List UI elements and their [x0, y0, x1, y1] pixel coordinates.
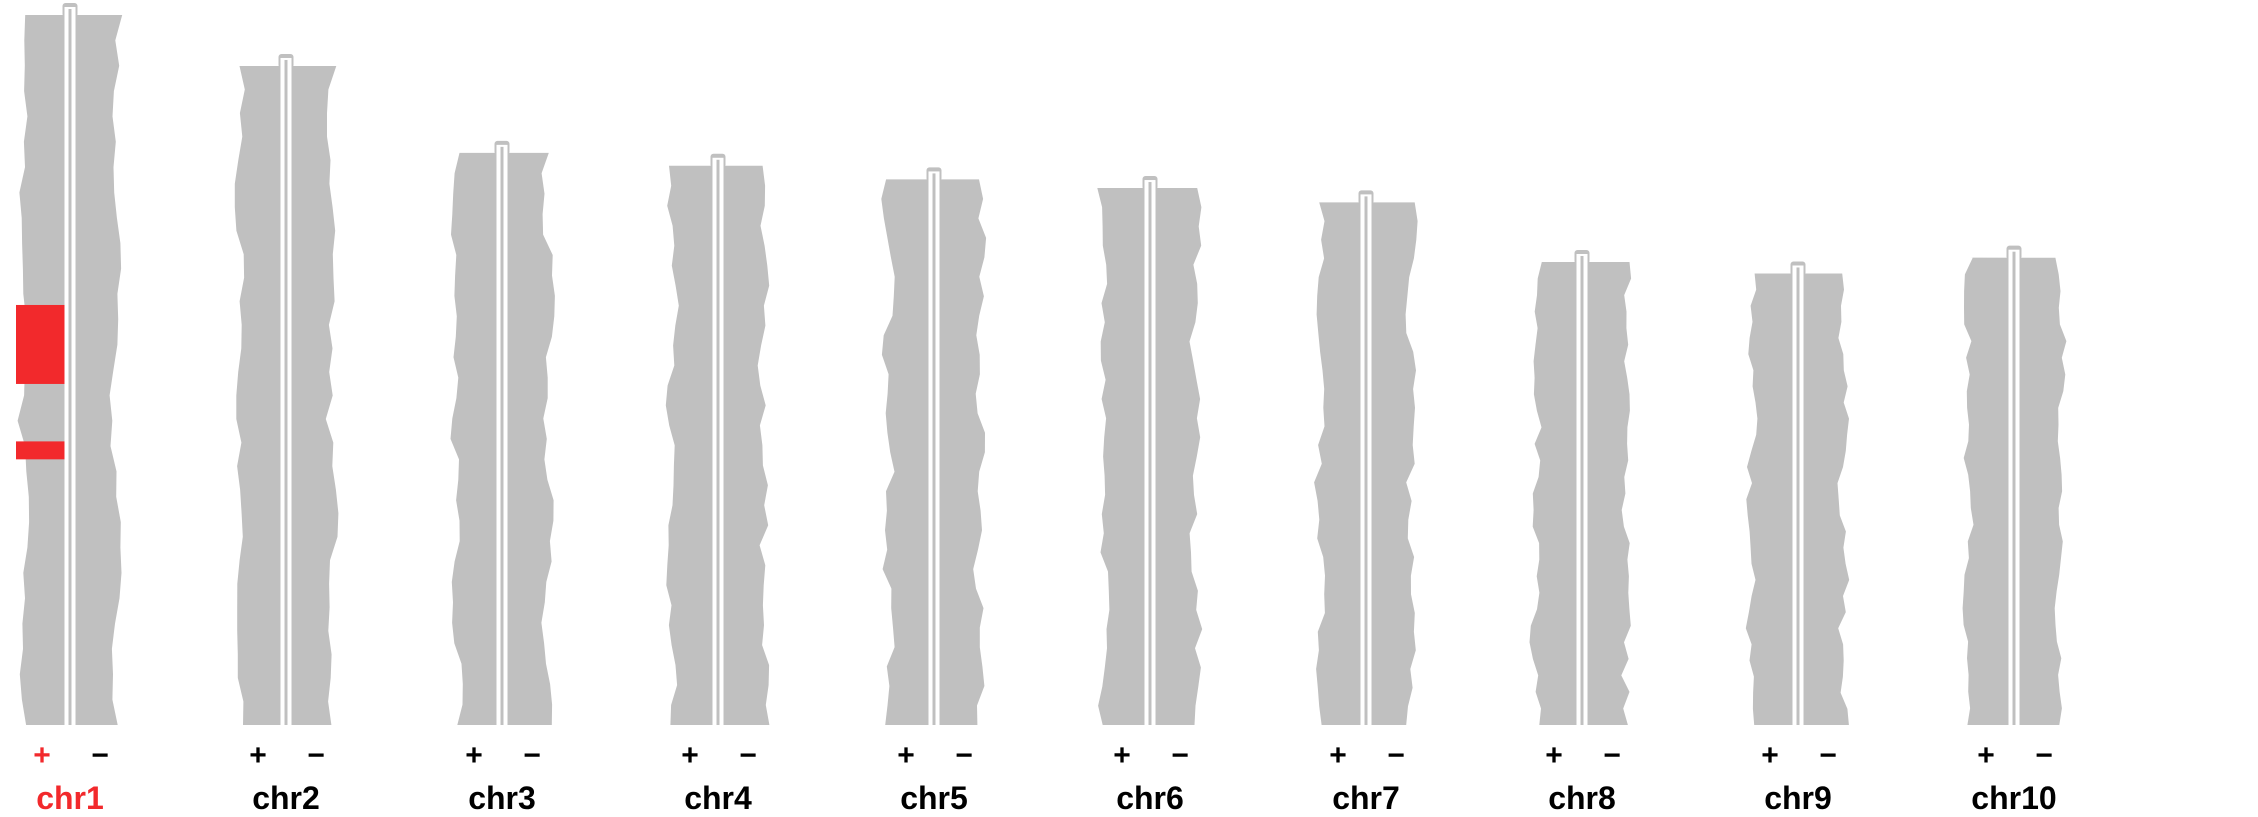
strand-divider-line	[284, 59, 288, 725]
minus-strand-label: −	[2035, 739, 2053, 772]
plus-strand-label: +	[33, 739, 51, 772]
plus-strand-label: +	[1761, 739, 1779, 772]
chromosome-label: chr4	[684, 780, 752, 816]
strand-divider-line	[68, 9, 72, 725]
chromosome-chr1: + − chr1	[16, 3, 123, 816]
highlight-band-2	[16, 441, 65, 460]
chromosome-chr5: + − chr5	[881, 167, 987, 816]
minus-strand-label: −	[307, 739, 325, 772]
strand-divider-line	[1580, 255, 1584, 725]
plus-strand-label: +	[465, 739, 483, 772]
minus-strand-label: −	[1603, 739, 1621, 772]
strand-divider-line	[500, 146, 504, 725]
chromosome-label: chr7	[1332, 780, 1400, 816]
plus-strand-label: +	[1329, 739, 1347, 772]
chromosome-label: chr3	[468, 780, 536, 816]
minus-strand-label: −	[739, 739, 757, 772]
plus-strand-label: +	[1113, 739, 1131, 772]
strand-divider-line	[1148, 182, 1152, 726]
chromosome-label: chr5	[900, 780, 968, 816]
strand-divider-line	[1796, 267, 1800, 725]
strand-divider-line	[2012, 251, 2016, 725]
plus-strand-label: +	[249, 739, 267, 772]
minus-strand-label: −	[1819, 739, 1837, 772]
minus-strand-label: −	[1387, 739, 1405, 772]
plus-strand-label: +	[1545, 739, 1563, 772]
plus-strand-label: +	[1977, 739, 1995, 772]
chromosome-chr9: + − chr9	[1745, 261, 1850, 816]
chromosome-label: chr2	[252, 780, 320, 816]
plus-strand-label: +	[897, 739, 915, 772]
plus-strand-label: +	[681, 739, 699, 772]
chromosome-chr2: + − chr2	[234, 53, 339, 816]
minus-strand-label: −	[955, 739, 973, 772]
chromosome-label: chr9	[1764, 780, 1832, 816]
chromosome-chr7: + − chr7	[1314, 190, 1418, 816]
strand-divider-line	[716, 159, 720, 725]
strand-divider-line	[1364, 196, 1368, 725]
minus-strand-label: −	[523, 739, 541, 772]
chromosome-chr4: + − chr4	[665, 153, 770, 816]
chromosome-label: chr1	[36, 780, 104, 816]
strand-divider-line	[932, 173, 936, 725]
chromosome-label: chr10	[1971, 780, 2056, 816]
minus-strand-label: −	[1171, 739, 1189, 772]
chromosome-chr10: + − chr10	[1962, 245, 2067, 816]
chromosome-label: chr6	[1116, 780, 1184, 816]
chromosome-chr6: + − chr6	[1097, 176, 1203, 816]
minus-strand-label: −	[91, 739, 109, 772]
chromosome-label: chr8	[1548, 780, 1616, 816]
chromosome-chr3: + − chr3	[450, 140, 555, 816]
highlight-band-1	[16, 304, 65, 384]
chromosome-chr8: + − chr8	[1529, 249, 1632, 816]
